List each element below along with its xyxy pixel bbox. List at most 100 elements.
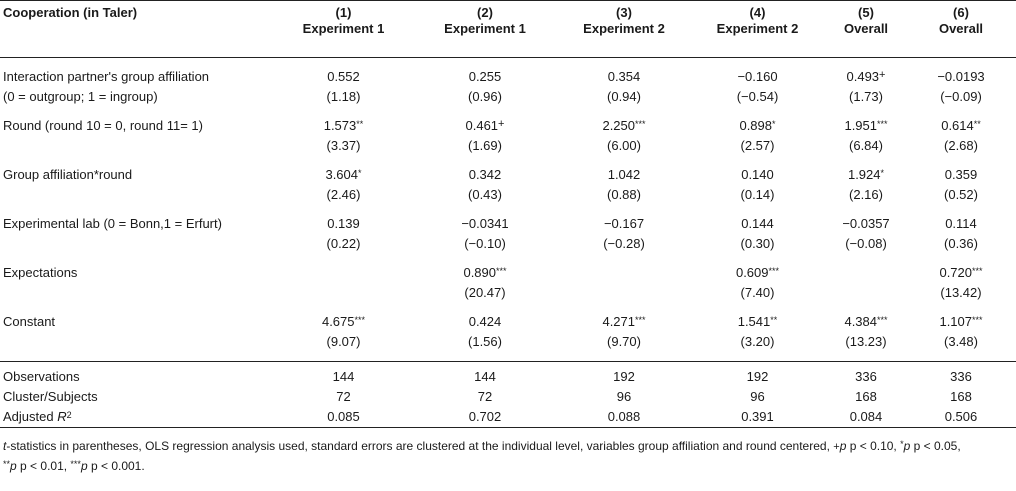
stats-value: 0.084 [849,409,883,424]
coefficient-cell: 0.354 [559,67,689,87]
coefficient-cell: 0.139 [276,214,411,234]
coefficient-body: Interaction partner's group affiliation 0… [0,58,1016,362]
t-statistic-cell: (6.84) [849,138,883,153]
table-row: (0.22) (−0.10) (−0.28) (0.30) (−0.08) (0.36) [0,234,1016,254]
t-statistic-cell: (0.36) [944,236,978,251]
coefficient-value: 4.675 [321,314,355,329]
coefficient-cell: −0.0341 [411,214,559,234]
coefficient-cell: 0.720*** [906,263,1016,283]
coefficient-cell: 1.107*** [906,312,1016,332]
coefficient-value: 0.890 [463,265,497,280]
coefficient-cell [559,263,689,283]
coefficient-cell: −0.160 [689,67,826,87]
t-statistic-cell: (−0.10) [464,236,506,251]
coefficient-cell [826,263,906,283]
coefficient-value: 1.573 [323,118,357,133]
t-statistic-cell: (13.42) [940,285,982,300]
row-spacer [0,254,1016,263]
coefficient-value: 0.144 [741,216,774,231]
row-label: Constant [3,314,56,329]
t-statistic-cell: (1.56) [468,334,502,349]
coefficient-value: 1.042 [607,167,641,182]
row-spacer [0,205,1016,214]
stats-label: Observations [0,367,276,387]
stats-value: 96 [616,389,632,404]
significance-marker: ** [770,315,778,325]
t-statistic-cell [826,283,906,303]
column-header-3: (3) Experiment 2 [583,5,665,36]
coefficient-cell: 1.042 [559,165,689,185]
t-statistic-cell: (9.70) [607,334,641,349]
t-statistic-cell: (20.47) [464,285,506,300]
dependent-variable-title: Cooperation (in Taler) [3,5,138,20]
coefficient-value: 0.898 [739,118,773,133]
t-statistic-cell: (6.00) [607,138,641,153]
significance-marker: *** [496,266,507,276]
t-statistic-cell: (1.69) [468,138,502,153]
significance-marker: *** [972,266,983,276]
stats-value: 192 [613,369,635,384]
t-statistic-cell: (3.37) [326,138,361,153]
coefficient-value: 4.384 [844,314,878,329]
stats-row: Adjusted R2 0.085 0.702 0.088 0.391 0.084 0.50… [0,407,1016,428]
r-symbol: R [57,409,67,424]
table-row: (20.47) (7.40) (13.42) [0,283,1016,303]
coefficient-cell: 0.552 [276,67,411,87]
stats-value: 192 [746,369,769,384]
coefficient-cell: 0.609*** [689,263,826,283]
significance-marker: *** [877,315,888,325]
t-statistic-cell: (0.52) [944,187,978,202]
row-label-secondary [0,332,276,352]
column-header-4: (4) Experiment 2 [716,5,799,36]
coefficient-value: 0.720 [939,265,973,280]
stats-value: 0.088 [607,409,641,424]
column-header-5: (5) Overall [843,5,889,36]
table-row: (2.46) (0.43) (0.88) (0.14) (2.16) (0.52) [0,185,1016,205]
stats-value: 336 [950,369,972,384]
row-label-secondary [0,185,276,205]
coefficient-cell: 0.255 [411,67,559,87]
coefficient-cell: 4.271*** [559,312,689,332]
significance-marker: *** [768,266,780,276]
t-statistic-cell: (−0.28) [603,236,645,251]
row-spacer [0,58,1016,68]
t-statistic-cell: (9.07) [326,334,361,349]
row-label: Expectations [3,265,78,280]
table-row: Interaction partner's group affiliation 0… [0,67,1016,87]
table-row: Expectations 0.890*** 0.609*** 0.720*** [0,263,1016,283]
stats-row: Cluster/Subjects 72 72 96 96 168 168 [0,387,1016,407]
coefficient-cell: 0.424 [411,312,559,332]
coefficient-value: 0.461 [465,118,499,133]
coefficient-cell: 0.342 [411,165,559,185]
stats-label-text: Observations [3,369,80,384]
coefficient-value: 4.271 [602,314,636,329]
coefficient-value: 0.342 [468,167,502,182]
table-header: Cooperation (in Taler) (1) Experiment 1 (… [0,0,1016,58]
t-statistic-cell: (0.14) [740,187,775,202]
coefficient-cell: 2.250*** [559,116,689,136]
significance-marker: * [358,168,362,178]
row-label: Round (round 10 = 0, round 11= 1) [3,118,203,133]
table-row: Experimental lab (0 = Bonn,1 = Erfurt) 0.… [0,214,1016,234]
coefficient-cell: 4.675*** [276,312,411,332]
coefficient-value: 0.359 [944,167,978,182]
t-statistic-cell: (2.46) [326,187,361,202]
stats-value: 0.085 [327,409,360,424]
regression-table: Cooperation (in Taler) (1) Experiment 1 (… [0,0,1016,428]
stats-label: Adjusted R2 [0,407,276,428]
coefficient-cell [276,263,411,283]
significance-marker: * [880,168,885,178]
stats-value: 0.702 [468,409,502,424]
coefficient-value: 0.139 [327,216,360,231]
significance-marker: *** [354,315,366,325]
t-statistic-cell: (−0.54) [736,89,779,104]
coefficient-value: 0.614 [941,118,974,133]
stats-value: 72 [477,389,493,404]
stats-value: 336 [855,369,877,384]
row-spacer [0,303,1016,312]
significance-marker: *** [877,119,888,129]
column-header-6: (6) Overall [938,5,984,36]
significance-marker: * [772,119,776,129]
coefficient-cell: 3.604* [276,165,411,185]
